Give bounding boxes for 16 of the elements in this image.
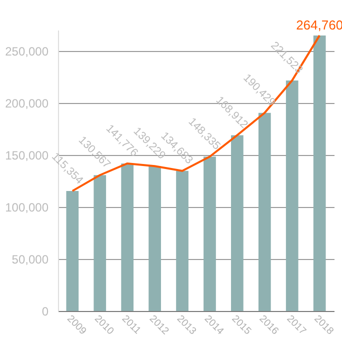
bar <box>231 135 244 311</box>
y-tick-label: 0 <box>42 304 49 318</box>
bar <box>204 156 216 311</box>
bar <box>286 80 298 311</box>
bar <box>94 175 106 311</box>
y-tick-label: 200,000 <box>5 96 49 110</box>
y-tick-label: 250,000 <box>5 44 49 58</box>
y-tick-label: 50,000 <box>12 252 49 266</box>
bar <box>258 112 271 311</box>
bar <box>148 166 161 311</box>
bar <box>176 170 188 311</box>
bar <box>66 190 79 311</box>
bar <box>121 163 134 311</box>
y-tick-label: 100,000 <box>5 200 49 214</box>
bar <box>313 35 326 311</box>
y-tick-label: 150,000 <box>5 148 49 162</box>
